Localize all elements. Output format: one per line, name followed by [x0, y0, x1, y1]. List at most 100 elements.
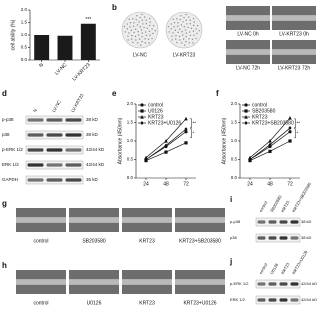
colony-dot [198, 29, 201, 32]
colony-dot [189, 34, 192, 37]
colony-dot [181, 34, 184, 36]
blot-band [257, 282, 266, 286]
legend-marker [140, 115, 144, 119]
colony-dot [188, 38, 190, 40]
row-label: ERK 1/2 [2, 162, 19, 167]
data-point [184, 130, 188, 134]
colony-dot [185, 35, 187, 38]
x-tick-label: 48 [267, 181, 273, 187]
legend-label: KRT23+U0126 [148, 120, 181, 126]
data-point [248, 157, 252, 162]
size-label: 42/44 kD [301, 281, 317, 286]
y-tick-label: 0.5 [21, 45, 28, 50]
row-label: p-p38 [230, 219, 241, 224]
lane-label: control [258, 200, 268, 213]
blot-band [268, 282, 277, 286]
image-label: KRT23 [139, 300, 155, 306]
colony-dot [180, 15, 182, 17]
colony-dot [185, 40, 187, 43]
colony-dot [193, 21, 195, 23]
colony-dot [130, 29, 133, 32]
colony-dot [129, 26, 131, 28]
colony-dot [183, 26, 185, 28]
data-point [184, 116, 188, 121]
image-label: control [33, 238, 48, 244]
y-tick-label: 1.5 [127, 120, 134, 125]
data-point [288, 126, 292, 131]
colony-dot [139, 26, 141, 28]
colony-dot [195, 37, 197, 40]
colony-dot [180, 24, 183, 26]
wound-gap [272, 49, 316, 55]
image-label: KRT23+U0126 [183, 300, 216, 306]
y-tick-label: 2.0 [127, 101, 134, 106]
colony-dot [151, 37, 153, 40]
row-label: ERK 1/2 [230, 297, 246, 302]
colony-dot [148, 17, 151, 20]
size-label: 38 kD [86, 117, 99, 122]
bracket [294, 128, 296, 139]
panel-label: h [2, 261, 7, 270]
panel-label: e [112, 89, 117, 98]
image-label: LV-NC [133, 52, 148, 58]
data-point [288, 130, 292, 134]
blot-band [257, 298, 266, 302]
legend-label: control [252, 102, 267, 108]
colony-dot [141, 35, 143, 38]
colony-dot [179, 39, 181, 41]
colony-dot [132, 18, 134, 20]
blot-band [65, 163, 82, 167]
legend-label: SB203580 [252, 108, 276, 114]
y-axis-label: cell ability (%) [10, 19, 16, 50]
y-tick-label: 1.0 [231, 138, 238, 143]
colony-dot [138, 38, 141, 40]
colony-dot [192, 30, 195, 32]
legend-label: control [148, 102, 163, 108]
significance: *** [85, 17, 91, 23]
row-label: p-p38 [2, 117, 14, 122]
colony-dot [171, 39, 173, 41]
bracket [294, 118, 296, 129]
colony-dot [179, 18, 181, 21]
data-point [288, 116, 292, 120]
size-label: 42/44 kD [86, 162, 105, 167]
colony-dot [152, 32, 154, 35]
x-tick-label: N [38, 62, 45, 69]
colony-dot [184, 29, 187, 31]
blot-band [27, 133, 44, 137]
wound-gap [69, 279, 119, 285]
image-label: LV-KRT23 [173, 52, 196, 58]
colony-dot [141, 19, 143, 21]
colony-dot [133, 22, 135, 24]
colony-dot [176, 18, 178, 20]
blot-band [257, 220, 266, 224]
colony-dot [135, 39, 137, 41]
colony-dot [172, 18, 174, 20]
colony-dot [189, 19, 191, 21]
colony-dot [145, 19, 147, 21]
colony-dot [192, 17, 195, 20]
size-label: 36 kD [86, 177, 99, 182]
colony-dot [178, 28, 181, 30]
colony-dot [147, 38, 150, 41]
wound-gap [122, 217, 172, 223]
y-tick-label: 1.0 [21, 32, 28, 37]
colony-dot [144, 31, 147, 33]
colony-dot [149, 34, 151, 36]
bar [34, 35, 50, 60]
blot-band [65, 148, 82, 152]
panel-label: b [112, 3, 117, 12]
image-label: KRT23+SB203580 [179, 238, 221, 244]
colony-dot [138, 21, 140, 23]
lane-label: LV-KRT23 [70, 93, 85, 114]
blot-strip [255, 233, 301, 243]
colony-dot [148, 30, 151, 32]
y-tick-label: 0.5 [231, 157, 238, 162]
colony-dot [170, 23, 172, 25]
blot-band [46, 178, 63, 182]
legend-marker [244, 109, 248, 113]
blot-band [268, 236, 277, 240]
panel-label: f [216, 89, 219, 98]
colony-dot [146, 27, 149, 30]
colony-dot [128, 32, 130, 34]
